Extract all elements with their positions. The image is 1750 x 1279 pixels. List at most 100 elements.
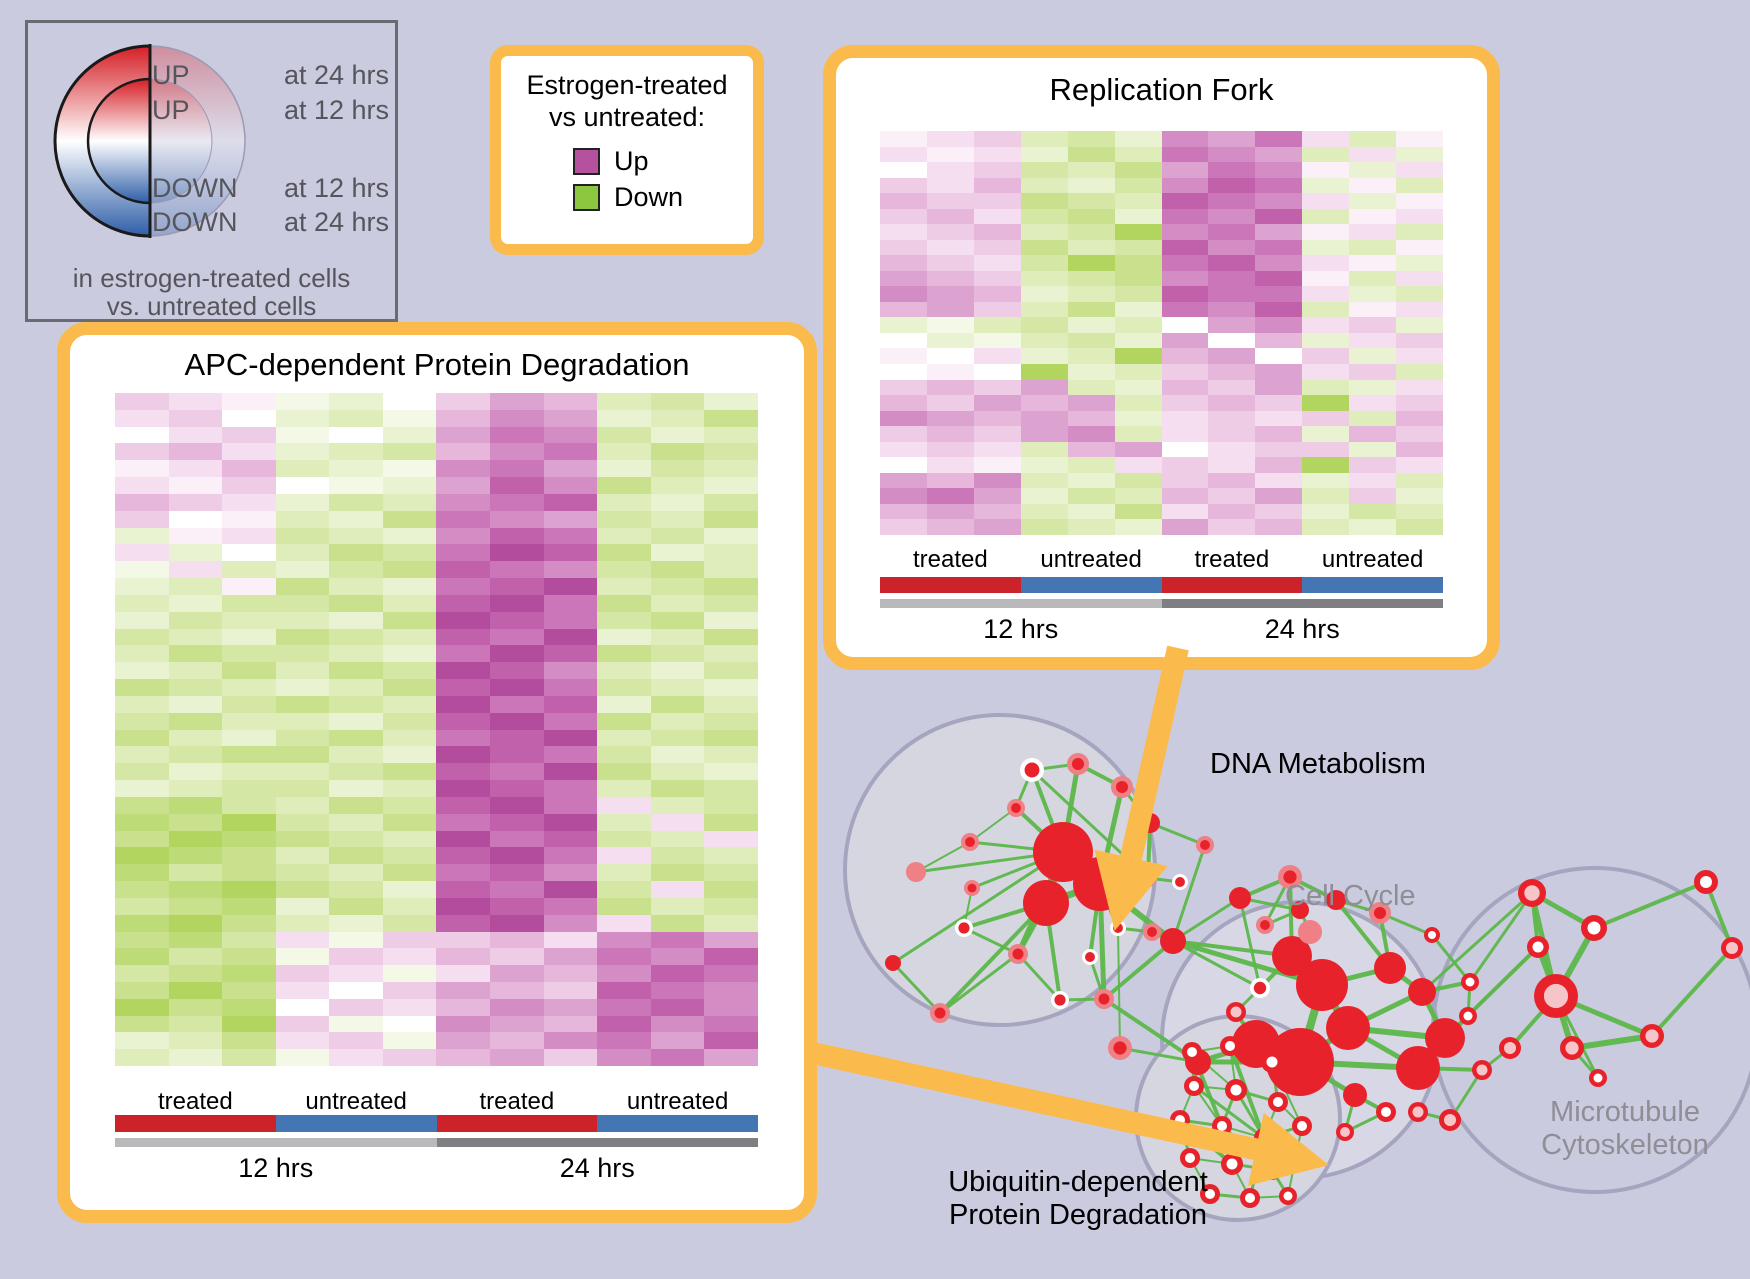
- heatmap-cell: [926, 395, 974, 411]
- heatmap-cell: [926, 239, 974, 256]
- network-node-core: [1115, 780, 1129, 794]
- network-edge: [1529, 892, 1559, 997]
- heatmap-row: [115, 409, 758, 427]
- heatmap-cell: [1349, 270, 1397, 287]
- heatmap-cell: [1208, 131, 1256, 147]
- heatmap-row: [115, 493, 758, 511]
- heatmap-cell: [1114, 270, 1162, 287]
- heatmap-cell: [222, 594, 276, 612]
- heatmap-cell: [490, 561, 544, 579]
- network-edge: [1239, 875, 1291, 900]
- heatmap-cell: [1067, 131, 1115, 147]
- heatmap-cell: [1208, 255, 1256, 271]
- heatmap-cell: [275, 780, 330, 797]
- heatmap-cell: [1208, 410, 1256, 427]
- heatmap-cell: [1396, 332, 1444, 349]
- network-edge: [1319, 983, 1351, 1030]
- heatmap-cell: [650, 847, 705, 865]
- heatmap-cell: [973, 239, 1021, 256]
- network-edge: [1197, 1041, 1257, 1065]
- heatmap-cell: [1161, 177, 1209, 194]
- heatmap-cell: [168, 477, 223, 494]
- heatmap-row: [880, 441, 1444, 458]
- heatmap-cell: [275, 679, 330, 696]
- heatmap-cell: [1349, 255, 1397, 271]
- heatmap-row: [115, 594, 758, 612]
- heatmap-cell: [1349, 503, 1397, 520]
- heatmap-cell: [1396, 379, 1444, 396]
- network-node-core: [965, 837, 975, 847]
- rf-heatmap: [880, 131, 1444, 535]
- heatmap-cell: [880, 270, 927, 287]
- network-edge: [1030, 769, 1065, 853]
- down-color-swatch: [573, 184, 600, 211]
- heatmap-cell: [1208, 488, 1256, 504]
- heatmap-cell: [597, 712, 651, 730]
- heatmap-cell: [1067, 193, 1115, 209]
- heatmap-cell: [880, 146, 927, 163]
- heatmap-cell: [1302, 301, 1350, 318]
- heatmap-cell: [650, 594, 705, 612]
- heatmap-cell: [650, 746, 705, 764]
- heatmap-cell: [275, 594, 330, 612]
- heatmap-cell: [275, 527, 330, 545]
- heatmap-cell: [490, 897, 544, 915]
- network-edge: [1014, 769, 1034, 809]
- heatmap-cell: [597, 426, 651, 444]
- network-edge: [1190, 1051, 1196, 1087]
- heatmap-cell: [436, 611, 491, 629]
- heatmap-cell: [543, 443, 598, 461]
- heatmap-cell: [275, 393, 330, 410]
- heatmap-cell: [222, 881, 276, 898]
- heatmap-cell: [650, 695, 705, 713]
- heatmap-cell: [1067, 441, 1115, 458]
- heatmap-cell: [490, 780, 544, 797]
- heatmap-cell: [1302, 162, 1350, 178]
- heatmap-cell: [222, 695, 276, 713]
- network-edge: [963, 887, 973, 929]
- heatmap-cell: [1067, 488, 1115, 504]
- heatmap-cell: [490, 695, 544, 713]
- heatmap-cell: [880, 519, 927, 535]
- network-edge: [1191, 1051, 1237, 1091]
- heatmap-cell: [168, 881, 223, 898]
- heatmap-row: [115, 527, 758, 545]
- network-node: [1439, 1109, 1461, 1131]
- heatmap-cell: [880, 379, 927, 396]
- heatmap-cell: [597, 965, 651, 982]
- heatmap-cell: [926, 224, 974, 240]
- network-edge: [1102, 939, 1175, 1001]
- heatmap-cell: [926, 441, 974, 458]
- heatmap-cell: [329, 1049, 383, 1067]
- network-edge: [1171, 844, 1207, 942]
- heatmap-row: [115, 443, 758, 461]
- heatmap-cell: [1255, 332, 1303, 349]
- heatmap-cell: [1208, 472, 1256, 489]
- heatmap-cell: [1255, 162, 1303, 178]
- heatmap-cell: [436, 1049, 491, 1067]
- heatmap-cell: [115, 695, 169, 713]
- heatmap-cell: [650, 493, 705, 511]
- heatmap-row: [880, 488, 1444, 504]
- heatmap-cell: [1255, 301, 1303, 318]
- network-edge: [1379, 911, 1433, 937]
- heatmap-cell: [1396, 441, 1444, 458]
- heatmap-cell: [1302, 239, 1350, 256]
- heatmap-cell: [490, 628, 544, 646]
- heatmap-cell: [115, 393, 169, 410]
- heatmap-cell: [704, 695, 758, 713]
- cluster-circle-dna-metabolism: [843, 713, 1157, 1027]
- network-edge: [1229, 1045, 1237, 1091]
- heatmap-cell: [115, 662, 169, 680]
- network-node: [1225, 1079, 1247, 1101]
- heatmap-row: [115, 426, 758, 444]
- heatmap-cell: [168, 578, 223, 595]
- heatmap-cell: [1208, 457, 1256, 473]
- heatmap-cell: [115, 1015, 169, 1033]
- heatmap-cell: [222, 611, 276, 629]
- heatmap-cell: [115, 544, 169, 562]
- heatmap-cell: [1255, 379, 1303, 396]
- heatmap-cell: [1396, 519, 1444, 535]
- heatmap-cell: [436, 578, 491, 595]
- heatmap-cell: [168, 527, 223, 545]
